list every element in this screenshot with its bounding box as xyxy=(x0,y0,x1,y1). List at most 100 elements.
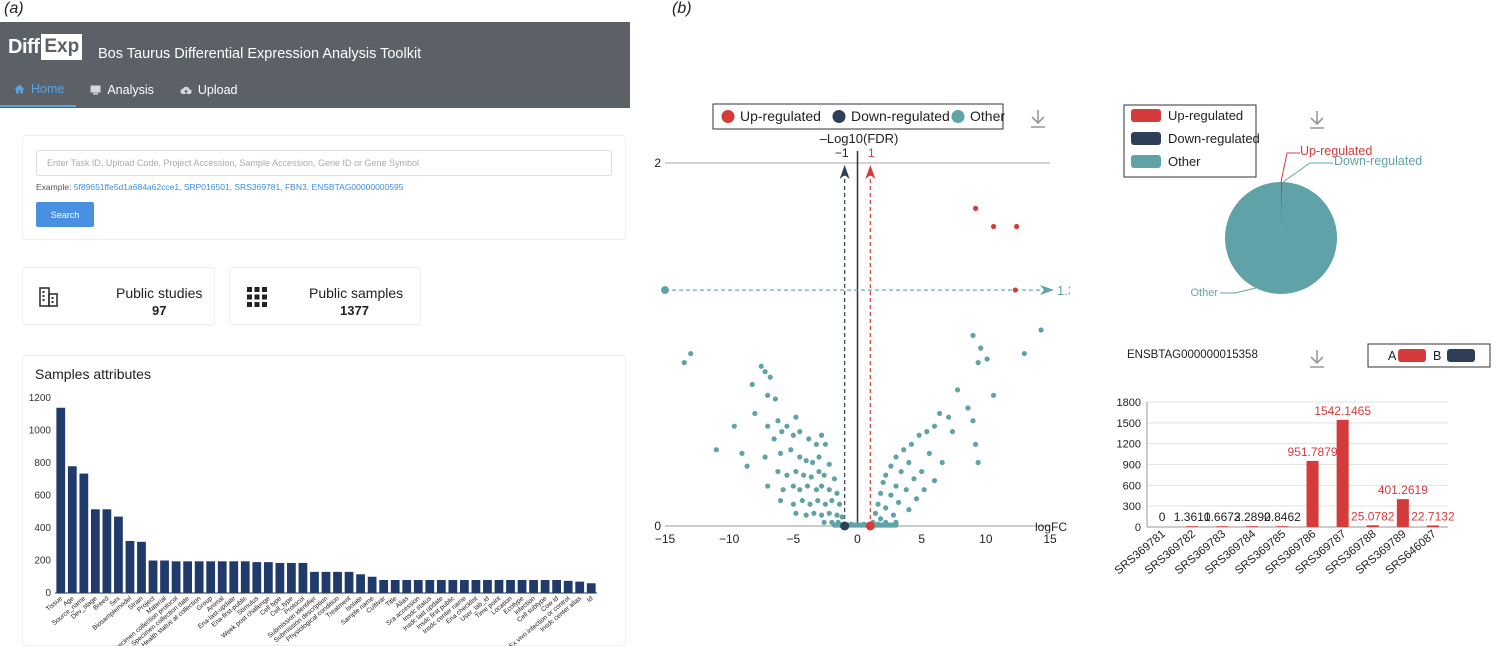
bar-value-label: 1.3610 xyxy=(1174,510,1211,524)
other-gene-point xyxy=(765,483,771,489)
category-label: Id xyxy=(586,595,595,604)
other-gene-point xyxy=(758,363,764,369)
legend-other: Other xyxy=(970,108,1005,124)
attribute-bar xyxy=(287,562,296,593)
other-gene-point xyxy=(688,350,694,357)
building-icon xyxy=(39,287,58,307)
tab-home[interactable]: Home xyxy=(0,78,77,107)
attribute-bar xyxy=(263,562,273,593)
fdr-threshold-arrow xyxy=(1040,285,1054,296)
other-gene-point xyxy=(818,483,825,489)
example-project[interactable]: SRP016501, xyxy=(183,182,233,192)
other-gene-point xyxy=(834,490,840,496)
pie-slice xyxy=(1281,182,1283,238)
other-gene-point xyxy=(804,483,811,489)
fdr-threshold-label: 1.3 xyxy=(1057,283,1070,298)
other-gene-point xyxy=(788,447,794,453)
other-gene-point xyxy=(826,510,832,516)
other-gene-point xyxy=(898,468,904,475)
other-gene-point xyxy=(767,374,773,380)
other-gene-point xyxy=(744,463,750,469)
attribute-bar xyxy=(90,509,100,593)
other-gene-point xyxy=(924,429,930,435)
other-gene-point xyxy=(1021,350,1027,357)
other-gene-point xyxy=(772,396,778,402)
attribute-bar xyxy=(460,580,469,593)
tab-analysis[interactable]: Analysis xyxy=(76,78,166,107)
attribute-bar xyxy=(160,560,169,593)
other-gene-point xyxy=(797,429,803,435)
other-gene-point xyxy=(813,441,820,447)
attribute-bar xyxy=(379,580,389,593)
other-gene-point xyxy=(939,459,945,466)
tab-upload[interactable]: Upload xyxy=(166,78,250,107)
other-gene-point xyxy=(978,345,984,351)
example-sample[interactable]: SRS369781, xyxy=(234,182,283,192)
public-studies-card[interactable]: Public studies 97 xyxy=(22,267,215,325)
search-button[interactable]: Search xyxy=(36,202,94,227)
public-studies-count: 97 xyxy=(152,303,167,318)
analysis-results-panel: Up-regulated Down-regulated Other –Log10(FD… xyxy=(640,0,1500,646)
other-gene-point xyxy=(799,497,805,504)
other-gene-point xyxy=(803,512,809,518)
other-gene-point xyxy=(990,392,997,398)
example-gene-id[interactable]: ENSBTAG00000000595 xyxy=(311,182,404,192)
other-gene-point xyxy=(895,499,902,506)
other-gene-point xyxy=(970,332,976,339)
other-gene-point xyxy=(921,487,927,493)
other-gene-point xyxy=(839,514,845,520)
attribute-bar xyxy=(367,576,377,593)
attribute-bar xyxy=(540,580,550,593)
sample-bar xyxy=(1396,499,1409,527)
other-gene-point xyxy=(681,360,687,366)
attribute-bar xyxy=(298,562,308,593)
attribute-bar xyxy=(552,580,562,593)
samples-attributes-title: Samples attributes xyxy=(35,366,151,382)
down-callout-line xyxy=(1282,162,1333,183)
other-gene-point xyxy=(793,510,799,516)
other-gene-point xyxy=(822,441,829,447)
x-axis-label: logFC xyxy=(1035,520,1067,534)
sample-bar xyxy=(1186,526,1199,527)
monitor-icon xyxy=(90,85,101,95)
other-gene-point xyxy=(816,454,822,460)
other-gene-point xyxy=(739,450,745,456)
panel-label-a: (a) xyxy=(4,0,24,17)
other-gene-point xyxy=(893,522,899,528)
up-regulated-point xyxy=(1014,223,1020,230)
x-tick-label: 5 xyxy=(918,532,925,546)
attribute-bar xyxy=(240,561,250,593)
panel-label-b: (b) xyxy=(672,0,692,17)
search-input[interactable] xyxy=(36,150,612,176)
public-samples-card[interactable]: Public samples 1377 xyxy=(229,267,421,325)
attribute-bar xyxy=(471,580,481,593)
legend-b-swatch xyxy=(1447,349,1475,362)
other-gene-point xyxy=(931,478,938,484)
other-gene-point xyxy=(731,423,737,429)
other-gene-point xyxy=(937,410,943,417)
app-logo[interactable]: Diff Exp xyxy=(8,34,83,60)
up-regulated-point xyxy=(972,205,979,211)
other-gene-point xyxy=(826,461,832,467)
other-gene-point xyxy=(765,423,771,429)
download-icon xyxy=(1031,110,1045,128)
pie-legend-swatch xyxy=(1131,109,1161,122)
y-tick-label: 600 xyxy=(1123,480,1141,492)
other-gene-point xyxy=(906,507,912,513)
attribute-bar xyxy=(483,580,492,593)
up-threshold-label: 1 xyxy=(868,146,875,160)
app-title: Bos Taurus Differential Expression Analy… xyxy=(98,46,422,62)
example-task-id[interactable]: 5f89651ffe5d1a684a62cce1, xyxy=(73,182,182,192)
other-gene-point xyxy=(777,497,784,504)
sample-bar xyxy=(1246,526,1259,527)
pie-label-other: Other xyxy=(1190,287,1218,299)
other-gene-point xyxy=(878,516,884,522)
example-prefix: Example: xyxy=(36,182,72,192)
other-gene-point xyxy=(797,487,803,493)
regulation-pie-chart: Up-regulatedDown-regulatedOtherUp-regula… xyxy=(1123,104,1422,299)
y-tick-label: 300 xyxy=(1123,501,1141,513)
cloud-upload-icon xyxy=(180,86,192,95)
diffexp-app: Diff Exp Bos Taurus Differential Express… xyxy=(0,22,630,646)
example-gene-symbol[interactable]: FBN3, xyxy=(284,182,310,192)
fdr-threshold-marker xyxy=(661,286,669,295)
